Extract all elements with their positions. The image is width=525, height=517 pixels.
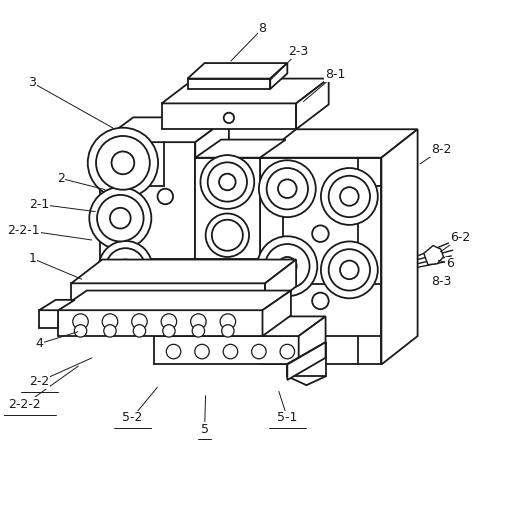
Circle shape — [219, 174, 236, 190]
Polygon shape — [424, 246, 444, 265]
Circle shape — [312, 293, 329, 309]
Circle shape — [106, 248, 145, 287]
Circle shape — [96, 136, 150, 190]
Polygon shape — [195, 140, 286, 158]
Circle shape — [133, 325, 145, 337]
Circle shape — [340, 261, 359, 279]
Circle shape — [132, 314, 147, 329]
Text: 8-2: 8-2 — [430, 143, 451, 157]
Circle shape — [222, 325, 234, 337]
Circle shape — [88, 128, 158, 198]
Polygon shape — [187, 79, 270, 89]
Polygon shape — [265, 260, 296, 310]
Polygon shape — [287, 342, 326, 376]
Circle shape — [267, 168, 308, 209]
Text: 8: 8 — [258, 22, 267, 35]
Polygon shape — [100, 117, 229, 142]
Circle shape — [278, 179, 297, 198]
Polygon shape — [71, 283, 265, 310]
Polygon shape — [260, 158, 381, 364]
Text: 2-3: 2-3 — [289, 45, 309, 58]
Circle shape — [161, 314, 177, 329]
Text: 8-3: 8-3 — [430, 275, 451, 288]
Text: 6: 6 — [446, 257, 454, 270]
Circle shape — [265, 244, 310, 288]
Circle shape — [321, 168, 378, 225]
Polygon shape — [287, 342, 326, 380]
Polygon shape — [71, 260, 296, 283]
Circle shape — [195, 344, 209, 359]
Circle shape — [212, 220, 243, 251]
Circle shape — [220, 314, 236, 329]
Polygon shape — [58, 291, 291, 310]
Polygon shape — [381, 129, 417, 364]
Polygon shape — [162, 79, 329, 103]
Circle shape — [89, 187, 151, 249]
Polygon shape — [39, 310, 58, 328]
Circle shape — [312, 225, 329, 242]
Polygon shape — [154, 316, 326, 336]
Polygon shape — [100, 142, 195, 295]
Circle shape — [191, 314, 206, 329]
Circle shape — [73, 314, 88, 329]
Text: 2-1: 2-1 — [29, 197, 49, 211]
Circle shape — [192, 325, 205, 337]
Circle shape — [75, 325, 87, 337]
Circle shape — [278, 257, 297, 276]
Text: 4: 4 — [35, 337, 43, 351]
Circle shape — [99, 241, 152, 295]
Circle shape — [329, 249, 370, 291]
Circle shape — [208, 162, 247, 202]
Circle shape — [97, 195, 144, 241]
Polygon shape — [262, 291, 291, 336]
Circle shape — [104, 325, 116, 337]
Text: 2-2-1: 2-2-1 — [7, 223, 40, 237]
Circle shape — [280, 344, 295, 359]
Circle shape — [102, 314, 118, 329]
Circle shape — [257, 236, 317, 296]
Text: 1: 1 — [28, 252, 36, 265]
Circle shape — [223, 344, 238, 359]
Circle shape — [206, 214, 249, 257]
Polygon shape — [270, 63, 287, 89]
Polygon shape — [195, 117, 229, 295]
Circle shape — [259, 160, 316, 217]
Text: 5: 5 — [201, 422, 208, 436]
Text: 2-2-2: 2-2-2 — [8, 398, 41, 411]
Circle shape — [117, 260, 134, 276]
Circle shape — [329, 176, 370, 217]
Circle shape — [251, 344, 266, 359]
Text: 3: 3 — [28, 76, 36, 89]
Text: 2-2: 2-2 — [29, 375, 49, 388]
Circle shape — [111, 151, 134, 174]
Circle shape — [321, 241, 378, 298]
Circle shape — [201, 155, 254, 209]
Polygon shape — [154, 336, 299, 364]
Polygon shape — [187, 63, 287, 79]
Polygon shape — [162, 103, 296, 129]
Circle shape — [224, 113, 234, 123]
Text: 6-2: 6-2 — [450, 231, 470, 245]
Polygon shape — [296, 79, 329, 129]
Polygon shape — [39, 300, 75, 310]
Circle shape — [166, 344, 181, 359]
Circle shape — [163, 325, 175, 337]
Text: 2: 2 — [57, 172, 65, 185]
Text: 5-1: 5-1 — [277, 411, 298, 424]
Circle shape — [110, 208, 131, 229]
Polygon shape — [260, 129, 417, 158]
Circle shape — [158, 189, 173, 204]
Polygon shape — [299, 316, 326, 364]
Polygon shape — [195, 158, 260, 258]
Text: 8-1: 8-1 — [324, 68, 345, 82]
Text: 5-2: 5-2 — [122, 411, 142, 424]
Circle shape — [340, 187, 359, 206]
Polygon shape — [58, 310, 262, 336]
